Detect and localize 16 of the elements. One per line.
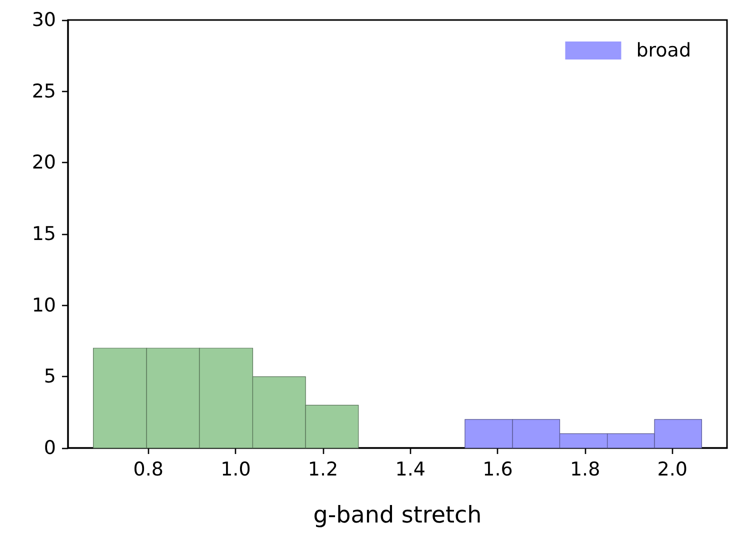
y-tick-label: 25 [32,80,56,102]
x-tick-label: 1.8 [570,458,600,480]
y-tick-label: 5 [44,366,56,388]
x-tick-label: 2.0 [657,458,688,480]
y-tick-label: 20 [32,152,56,174]
x-tick-label: 1.2 [308,458,338,480]
x-tick-label: 0.8 [133,458,164,480]
y-tick-label: 0 [44,437,56,459]
y-tick-label: 15 [32,223,56,245]
y-tick-label: 10 [32,294,56,316]
x-tick-label: 1.6 [482,458,513,480]
x-tick-label: 1.4 [395,458,426,480]
x-axis-title: g-band stretch [313,502,482,528]
x-tick-label: 1.0 [220,458,251,480]
legend-label: broad [636,40,692,62]
y-tick-label: 30 [32,9,56,31]
